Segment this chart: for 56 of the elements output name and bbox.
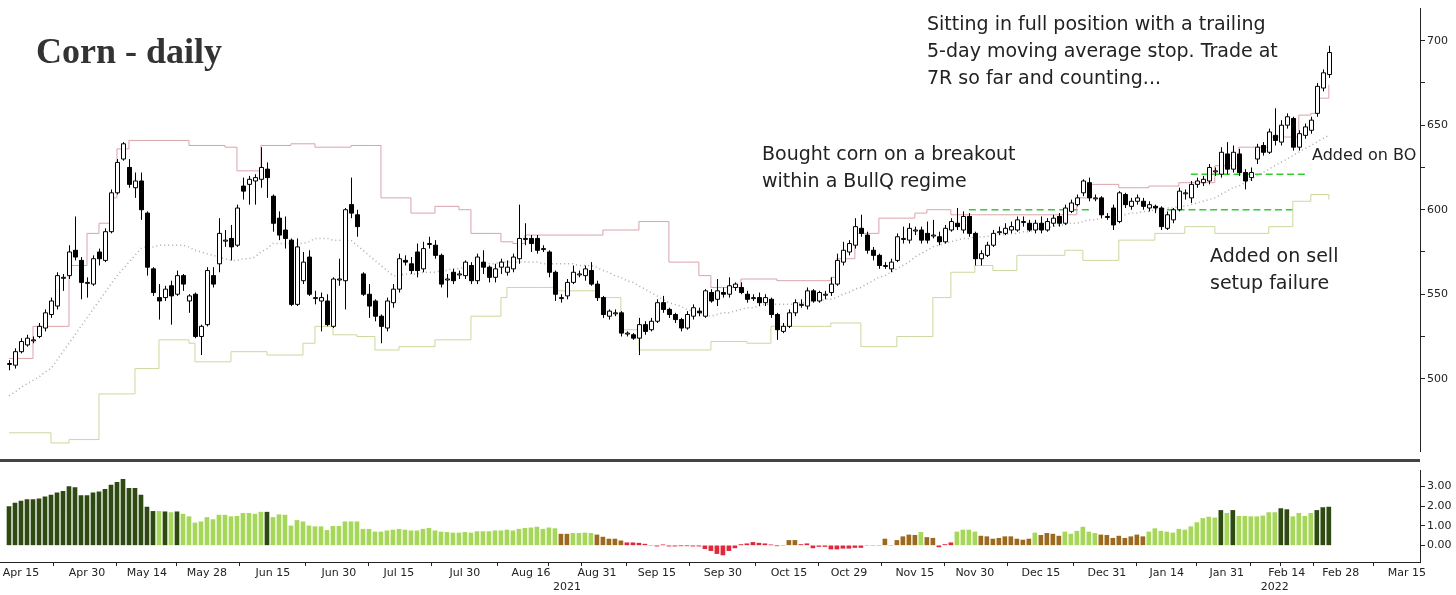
bar — [618, 540, 624, 546]
bar — [630, 542, 636, 546]
x-tick-label: Dec 15 — [1021, 566, 1061, 580]
y-tick-label: 2.00 — [1427, 498, 1452, 512]
x-tick-label: Sep 30 — [703, 566, 743, 580]
x-tick-label: Nov 30 — [955, 566, 995, 580]
x-tick-label: Apr 15 — [2, 566, 40, 580]
x-tick-label: Aug 31 — [577, 566, 617, 580]
annotation: Bought corn on a breakout within a BullQ regime — [762, 141, 1017, 193]
x-tick-label: Sep 15 — [637, 566, 677, 580]
x-tick-label: Oct 15 — [770, 566, 808, 580]
y-tick-label: 0.00 — [1427, 538, 1452, 552]
y-tick-label: 500 — [1427, 371, 1448, 385]
y-tick-label: 600 — [1427, 202, 1448, 216]
bar — [852, 545, 858, 548]
bar — [708, 545, 714, 551]
x-tick-label: Jan 31 — [1208, 566, 1245, 580]
bar — [732, 545, 738, 549]
annotation: Sitting in full position with a trailing 5-day moving average stop. Trade at 7R so far and counting... — [927, 11, 1279, 90]
x-tick-label: 2021 — [552, 579, 581, 593]
x-tick-label: May 28 — [186, 566, 228, 580]
x-tick-label: Feb 28 — [1322, 566, 1360, 580]
x-tick-label: Apr 30 — [68, 566, 106, 580]
x-tick-label: Mar 15 — [1387, 566, 1426, 580]
x-tick-label: Jun 30 — [320, 566, 357, 580]
x-tick-label: Aug 16 — [511, 566, 551, 580]
y-tick-label: 650 — [1427, 118, 1448, 132]
text: Corn - daily — [36, 30, 223, 72]
bar — [624, 542, 630, 546]
bar — [1218, 510, 1224, 546]
bar — [726, 545, 732, 551]
bar — [810, 545, 816, 549]
bar — [846, 545, 852, 549]
x-tick-label: Jun 15 — [254, 566, 291, 580]
x-tick-label: Dec 31 — [1087, 566, 1127, 580]
x-tick-label: Nov 15 — [895, 566, 935, 580]
bar — [1224, 513, 1230, 546]
x-tick-label: May 14 — [126, 566, 168, 580]
bar — [702, 545, 708, 549]
y-tick-label: 1.00 — [1427, 518, 1452, 532]
x-tick-label: Jul 30 — [448, 566, 481, 580]
bar — [714, 545, 720, 554]
bar — [840, 545, 846, 549]
y-tick-label: 550 — [1427, 287, 1448, 301]
bar — [858, 545, 864, 548]
bar — [948, 542, 954, 546]
annotation: Added on BO — [1312, 144, 1418, 166]
y-tick-label: 700 — [1427, 33, 1448, 47]
x-tick-label: 2022 — [1260, 579, 1289, 593]
y-tick-label: 3.00 — [1427, 479, 1452, 493]
x-tick-label: Oct 29 — [830, 566, 868, 580]
x-tick-label: Jan 14 — [1148, 566, 1185, 580]
x-tick-label: Jul 15 — [382, 566, 415, 580]
x-tick-label: Feb 14 — [1268, 566, 1306, 580]
bar — [1230, 510, 1236, 546]
annotation: Added on sell setup failure — [1210, 243, 1340, 295]
